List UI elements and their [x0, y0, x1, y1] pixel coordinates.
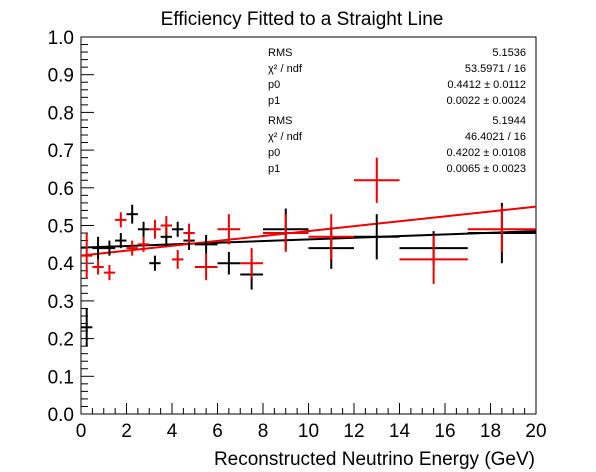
stats-value: 5.1944	[492, 115, 526, 127]
fit-line	[80, 205, 537, 257]
data-point	[240, 248, 263, 279]
data-point	[149, 219, 161, 239]
stats-value: 5.1536	[492, 47, 526, 59]
data-point	[160, 216, 172, 235]
data-point	[217, 251, 241, 275]
x-tick-label: 18	[480, 421, 501, 442]
data-point	[194, 234, 218, 254]
stats-value: 46.4021 / 16	[465, 131, 526, 143]
data-point	[115, 212, 127, 228]
y-tick-label: 0.8	[48, 103, 74, 124]
data-point	[92, 259, 104, 275]
x-tick-label: 2	[121, 421, 132, 442]
y-tick-label: 0.5	[48, 217, 74, 238]
data-point	[354, 214, 400, 260]
data-point	[103, 240, 116, 256]
data-point	[115, 233, 127, 249]
data-point	[172, 221, 184, 237]
stats-label: p1	[268, 95, 280, 107]
series-points	[81, 157, 536, 347]
stats-label: p0	[268, 79, 280, 91]
stats-label: RMS	[268, 115, 292, 127]
data-point	[92, 236, 104, 260]
y-tick-label: 0.4	[48, 254, 75, 275]
x-tick-label: 16	[434, 421, 455, 442]
stats-label: χ² / ndf	[268, 63, 303, 75]
data-point	[399, 234, 468, 284]
stats-label: RMS	[268, 47, 292, 59]
data-point	[137, 221, 150, 237]
stats-label: p0	[268, 147, 280, 159]
fit-line	[80, 230, 537, 249]
data-point	[172, 250, 184, 269]
stats-value: 0.0065 ± 0.0023	[447, 163, 526, 175]
y-axis: 0.0 0.1 0.2 0.3 0.4 0.5 0.6 0.7 0.8 0.9 1.0	[48, 28, 94, 426]
y-tick-label: 0.9	[48, 66, 74, 87]
stats-value: 0.0022 ± 0.0024	[447, 95, 526, 107]
x-axis-label: Reconstructed Neutrino Energy (GeV)	[214, 449, 535, 470]
y-tick-label: 0.1	[48, 367, 74, 388]
x-tick-label: 4	[167, 421, 178, 442]
y-tick-label: 0.3	[48, 292, 74, 313]
stats-label: p1	[268, 163, 280, 175]
y-tick-label: 0.2	[48, 330, 74, 351]
y-tick-label: 0.7	[48, 141, 74, 162]
x-tick-label: 20	[525, 421, 546, 442]
data-point	[149, 255, 161, 271]
stats-label: χ² / ndf	[268, 131, 303, 143]
x-tick-label: 8	[258, 421, 269, 442]
y-tick-label: 1.0	[48, 28, 74, 49]
data-point	[126, 204, 138, 224]
data-point	[308, 214, 354, 260]
data-point	[194, 253, 218, 281]
stats-value: 0.4202 ± 0.0108	[447, 147, 526, 159]
x-tick-label: 12	[343, 421, 364, 442]
chart-title: Efficiency Fitted to a Straight Line	[161, 9, 444, 30]
y-tick-label: 0.6	[48, 179, 74, 200]
plot-frame	[80, 36, 537, 415]
y-tick-label: 0.0	[48, 405, 74, 426]
x-tick-label: 6	[212, 421, 223, 442]
fit-lines	[80, 205, 537, 257]
x-tick-label: 0	[76, 421, 87, 442]
data-point	[81, 308, 93, 347]
x-tick-label: 14	[389, 421, 411, 442]
data-point	[183, 223, 195, 243]
x-tick-label: 10	[298, 421, 319, 442]
stats-value: 53.5971 / 16	[465, 63, 526, 75]
data-point	[263, 214, 309, 252]
data-point	[467, 206, 536, 252]
data-point	[81, 233, 93, 279]
data-point	[126, 240, 138, 256]
fit-statistics-box: RMS 5.1536 χ² / ndf 53.5971 / 16 p0 0.4412 ± …	[268, 47, 526, 175]
x-axis: 0 2 4 6 8 10 12 14 16 18 20	[76, 403, 547, 442]
stats-value: 0.4412 ± 0.0112	[447, 79, 526, 91]
data-point	[217, 214, 241, 245]
data-point	[354, 157, 400, 203]
data-point	[103, 265, 116, 281]
data-point	[137, 236, 150, 252]
